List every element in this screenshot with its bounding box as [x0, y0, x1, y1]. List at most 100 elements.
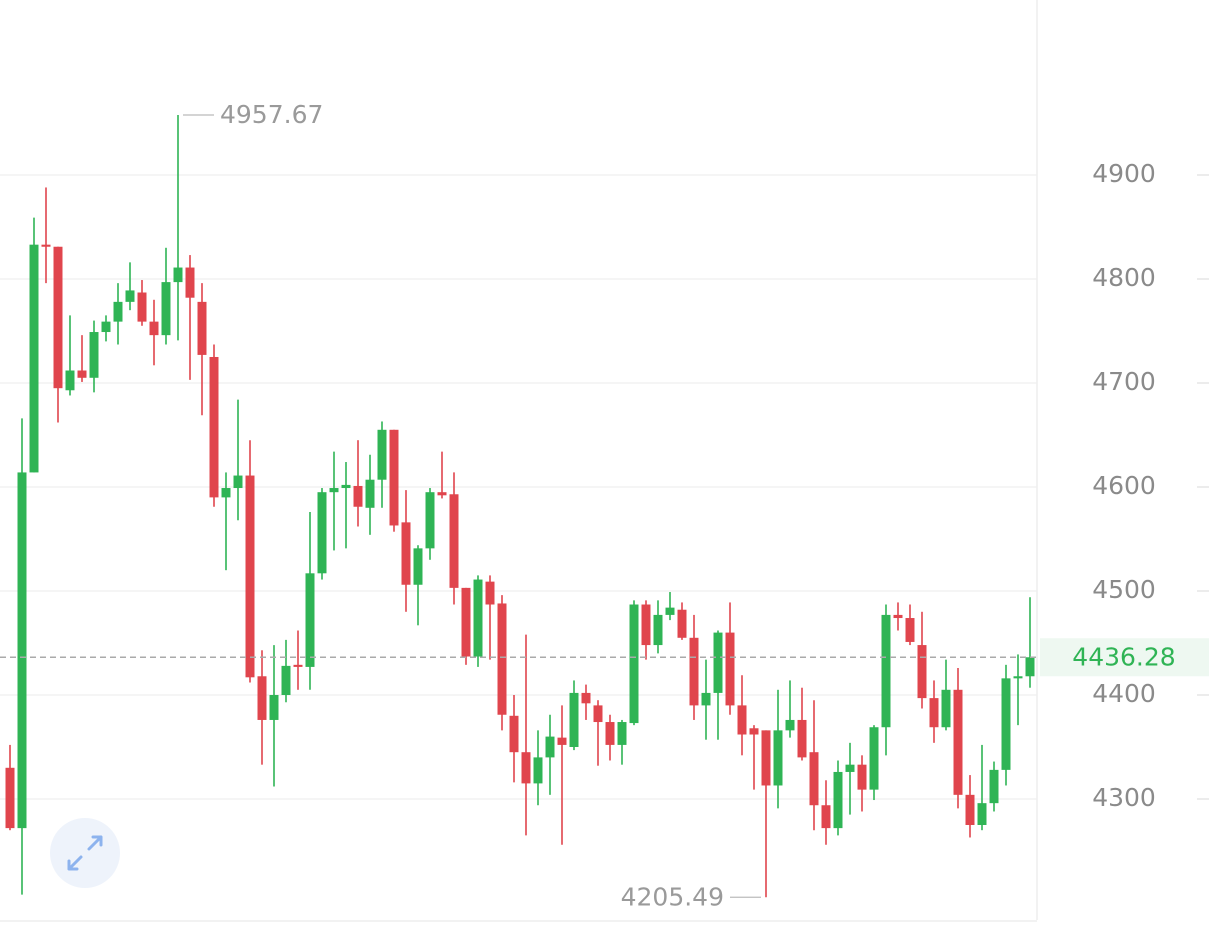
candle-body	[245, 475, 255, 678]
candle	[113, 283, 123, 345]
candle-body	[29, 244, 39, 473]
candle	[377, 421, 387, 508]
candle	[869, 725, 879, 801]
candle-body	[929, 698, 939, 728]
candle-body	[545, 736, 555, 758]
candle	[929, 680, 939, 743]
candle	[977, 744, 987, 831]
candle-body	[689, 637, 699, 706]
candle-body	[185, 267, 195, 298]
candle-body	[977, 803, 987, 825]
candle-body	[725, 632, 735, 706]
candle	[221, 472, 231, 571]
candle	[161, 247, 171, 345]
candle	[509, 694, 519, 783]
candle	[269, 645, 279, 787]
candle	[965, 775, 975, 838]
candle	[41, 187, 51, 284]
candle	[785, 680, 795, 738]
candle	[329, 451, 339, 551]
candle-body	[629, 604, 639, 724]
candle-body	[281, 665, 291, 695]
candle-body	[821, 805, 831, 829]
candle	[317, 488, 327, 580]
candle-body	[473, 579, 483, 657]
candle-body	[173, 267, 183, 283]
candle-body	[17, 472, 27, 829]
candle	[233, 399, 243, 521]
candle-body	[377, 429, 387, 480]
candle	[557, 705, 567, 845]
candle	[53, 246, 63, 423]
candle	[953, 667, 963, 809]
candle-body	[149, 321, 159, 336]
y-tick-label: 4400	[1092, 679, 1156, 708]
candle	[5, 744, 15, 831]
candle-body	[773, 730, 783, 786]
candle-body	[485, 581, 495, 605]
candle	[821, 780, 831, 845]
candle	[845, 742, 855, 815]
candle-body	[389, 429, 399, 526]
candle	[281, 639, 291, 703]
candle-body	[965, 794, 975, 825]
candle-body	[869, 727, 879, 790]
candle	[89, 320, 99, 393]
candle	[605, 714, 615, 761]
candle-body	[917, 645, 927, 699]
candle	[437, 451, 447, 499]
expand-button[interactable]	[50, 818, 120, 888]
y-tick-label: 4500	[1092, 575, 1156, 604]
candle-body	[713, 632, 723, 693]
candle	[617, 719, 627, 765]
candle	[449, 472, 459, 605]
candle-body	[617, 722, 627, 745]
candle-body	[437, 492, 447, 496]
candle	[197, 283, 207, 416]
candle-body	[125, 290, 135, 302]
candle-body	[65, 370, 75, 391]
candle-body	[461, 587, 471, 657]
candle-body	[761, 730, 771, 786]
candle	[125, 262, 135, 311]
expand-icon[interactable]	[67, 835, 103, 871]
candle-body	[881, 614, 891, 728]
candle-body	[905, 618, 915, 642]
expand-button-bg[interactable]	[50, 818, 120, 888]
y-tick-label: 4800	[1092, 263, 1156, 292]
high-label: 4957.67	[220, 100, 323, 129]
candle	[185, 255, 195, 380]
candle-body	[425, 492, 435, 549]
candle	[665, 592, 675, 621]
candle	[425, 488, 435, 560]
candle	[833, 760, 843, 836]
candle	[137, 280, 147, 326]
candle	[533, 730, 543, 806]
last-price-label: 4436.28	[1072, 642, 1175, 671]
candle	[389, 429, 399, 532]
candle-body	[605, 722, 615, 745]
y-tick-label: 4300	[1092, 783, 1156, 812]
y-tick-label: 4900	[1092, 159, 1156, 188]
candle	[77, 335, 87, 382]
candle	[809, 700, 819, 831]
candle	[593, 700, 603, 766]
candle-body	[449, 494, 459, 588]
candle-body	[953, 689, 963, 795]
candle-body	[845, 764, 855, 772]
candle-body	[41, 244, 51, 247]
candle-body	[989, 769, 999, 804]
candle	[497, 595, 507, 731]
candle-body	[413, 548, 423, 585]
candle	[749, 725, 759, 790]
candle	[857, 755, 867, 812]
candle-body	[749, 728, 759, 735]
candle-body	[677, 609, 687, 638]
candle-body	[161, 282, 171, 336]
candle-body	[233, 475, 243, 489]
candle-body	[701, 692, 711, 706]
candle-body	[1013, 676, 1023, 679]
candle	[773, 689, 783, 809]
